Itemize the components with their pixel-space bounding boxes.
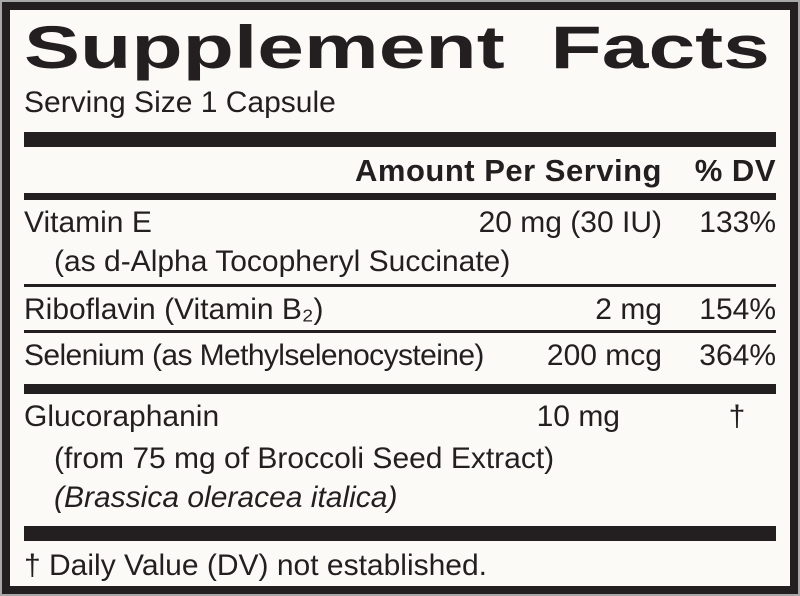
panel-title: Supplement Facts — [24, 14, 770, 81]
nutrient-name: Riboflavin (Vitamin B₂) — [24, 293, 324, 326]
nutrient-dv: 133% — [699, 206, 776, 239]
nutrient-amount: 2 mg — [595, 293, 662, 326]
divider-thick-bottom — [24, 526, 776, 541]
divider-thin-1 — [24, 284, 776, 287]
nutrient-subline-vitamin-e-source: (as d-Alpha Tocopheryl Succinate) — [54, 245, 511, 278]
nutrient-row-selenium: Selenium (as Methylselenocysteine) 200 m… — [24, 333, 776, 376]
nutrient-dv: 364% — [699, 339, 776, 372]
daily-value-footnote: † Daily Value (DV) not established. — [24, 549, 488, 582]
header-percent-dv: % DV — [694, 153, 776, 188]
divider-heavy-middle — [24, 384, 776, 394]
divider-medium-header — [24, 193, 776, 200]
serving-size-text: Serving Size 1 Capsule — [24, 86, 336, 119]
nutrient-amount: 20 mg (30 IU) — [478, 206, 662, 239]
nutrient-dv-dagger: † — [728, 400, 746, 433]
divider-thin-2 — [24, 330, 776, 333]
nutrient-name: Vitamin E — [24, 206, 152, 239]
nutrient-amount: 200 mcg — [546, 339, 662, 372]
nutrient-name: Glucoraphanin — [24, 400, 220, 433]
nutrient-dv: 154% — [699, 293, 776, 326]
nutrient-row-glucoraphanin: Glucoraphanin 10 mg † — [24, 394, 776, 437]
nutrient-amount: 10 mg — [536, 400, 620, 433]
nutrient-name: Selenium (as Methylselenocysteine) — [24, 339, 484, 372]
nutrient-subline-glucoraphanin-source: (from 75 mg of Broccoli Seed Extract) — [54, 442, 555, 475]
nutrient-subline-glucoraphanin-latin: (Brassica oleracea italica) — [54, 481, 398, 514]
header-amount-per-serving: Amount Per Serving — [355, 153, 662, 188]
nutrient-row-riboflavin: Riboflavin (Vitamin B₂) 2 mg 154% — [24, 287, 776, 330]
nutrient-row-vitamin-e: Vitamin E 20 mg (30 IU) 133% — [24, 200, 776, 243]
column-header-row: Amount Per Serving % DV — [24, 152, 776, 189]
divider-thick-top — [24, 132, 776, 147]
